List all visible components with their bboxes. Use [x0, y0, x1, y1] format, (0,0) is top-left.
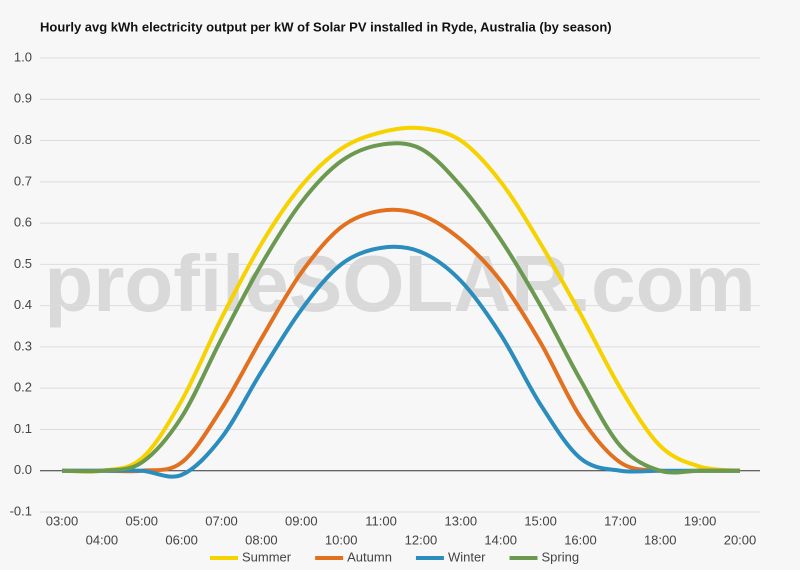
x-tick-label: 03:00 — [46, 513, 79, 528]
y-tick-label: 0.7 — [14, 173, 32, 188]
legend-label: Autumn — [347, 549, 392, 564]
x-tick-label: 14:00 — [484, 532, 517, 547]
x-tick-label: 13:00 — [445, 513, 478, 528]
x-tick-label: 20:00 — [724, 532, 757, 547]
x-tick-label: 09:00 — [285, 513, 318, 528]
x-tick-label: 10:00 — [325, 532, 358, 547]
x-tick-label: 06:00 — [165, 532, 198, 547]
x-tick-label: 16:00 — [564, 532, 597, 547]
legend-label: Spring — [542, 549, 580, 564]
legend-label: Summer — [242, 549, 292, 564]
x-tick-label: 18:00 — [644, 532, 677, 547]
x-tick-label: 19:00 — [684, 513, 717, 528]
y-tick-label: 0.9 — [14, 91, 32, 106]
y-tick-label: 0.4 — [14, 297, 32, 312]
series-line — [61, 244, 740, 479]
x-tick-label: 12:00 — [405, 532, 438, 547]
x-tick-label: 04:00 — [86, 532, 119, 547]
x-tick-label: 11:00 — [365, 513, 397, 528]
legend-label: Winter — [448, 549, 486, 564]
y-tick-label: 0.5 — [14, 256, 32, 271]
series-line — [61, 207, 740, 474]
y-tick-label: 0.0 — [14, 462, 32, 477]
x-tick-label: 07:00 — [205, 513, 238, 528]
chart-title: Hourly avg kWh electricity output per kW… — [40, 19, 612, 34]
y-tick-label: 1.0 — [14, 49, 32, 64]
x-tick-label: 05:00 — [125, 513, 158, 528]
x-tick-label: 17:00 — [604, 513, 637, 528]
series-line — [61, 125, 741, 474]
x-tick-label: 08:00 — [245, 532, 278, 547]
series-line — [61, 141, 740, 475]
y-tick-label: 0.3 — [14, 338, 32, 353]
y-tick-label: -0.1 — [10, 503, 32, 518]
y-tick-label: 0.6 — [14, 215, 32, 230]
watermark: profileSOLAR.com — [44, 239, 755, 328]
y-tick-label: 0.8 — [14, 132, 32, 147]
x-tick-label: 15:00 — [524, 513, 557, 528]
y-tick-label: 0.1 — [14, 421, 32, 436]
y-tick-label: 0.2 — [14, 380, 32, 395]
